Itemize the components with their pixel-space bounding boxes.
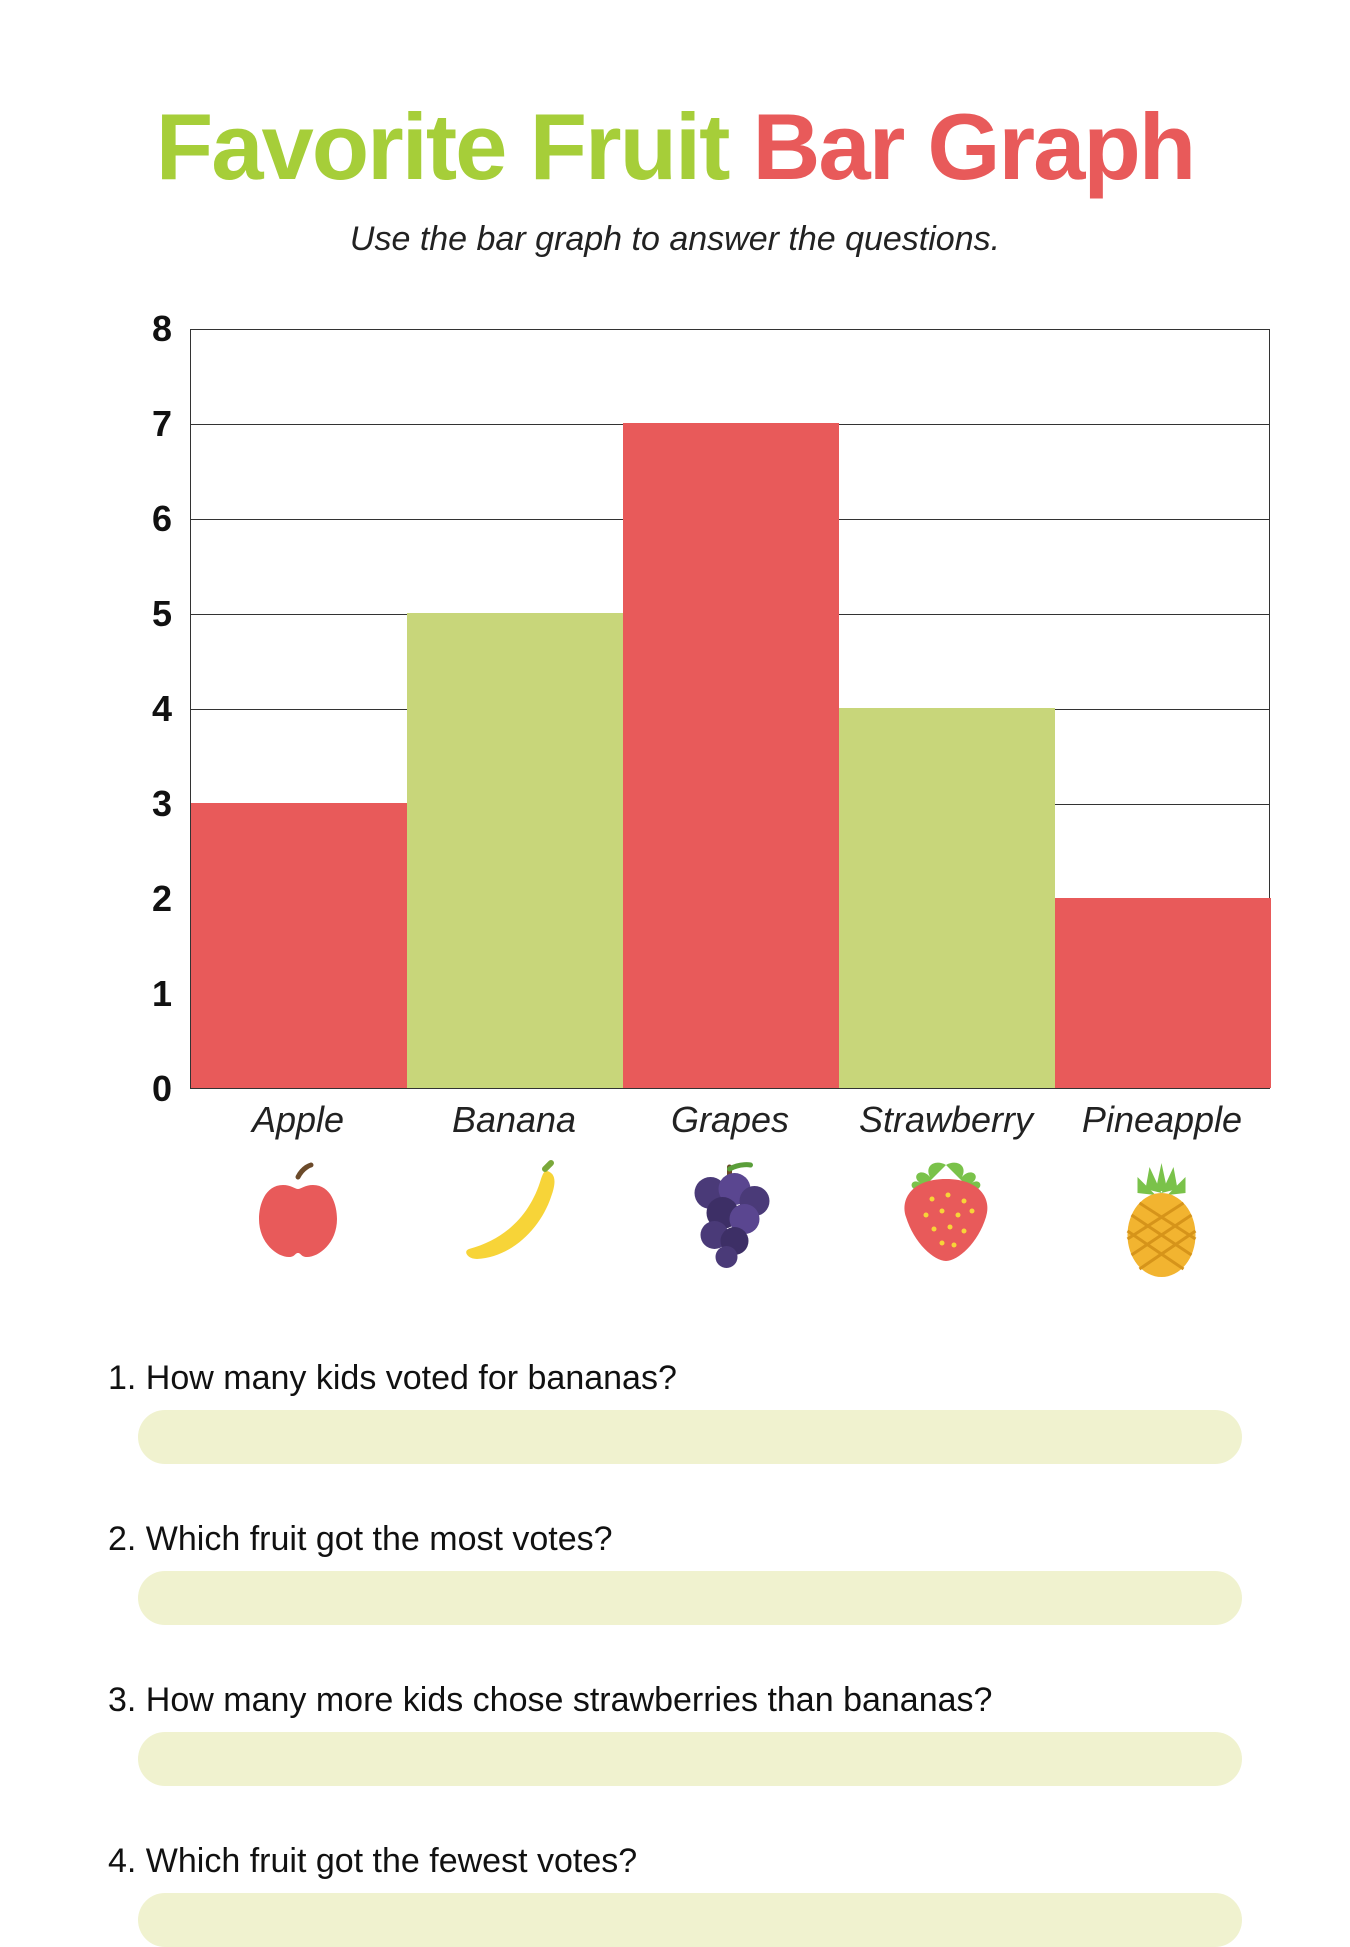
gridline (191, 329, 1269, 330)
question: 1. How many kids voted for bananas? (108, 1359, 1242, 1464)
y-tick-label: 3 (152, 783, 172, 825)
answer-blank[interactable] (138, 1571, 1242, 1625)
title-part-1: Favorite Fruit (156, 94, 753, 199)
y-tick-label: 8 (152, 308, 172, 350)
subtitle: Use the bar graph to answer the question… (80, 220, 1270, 259)
y-tick-label: 4 (152, 688, 172, 730)
x-label-apple: Apple (252, 1099, 344, 1141)
page-title: Favorite Fruit Bar Graph (80, 100, 1270, 194)
question-text: 1. How many kids voted for bananas? (108, 1359, 1242, 1398)
questions-section: 1. How many kids voted for bananas? 2. Wh… (80, 1359, 1270, 1947)
question-text: 2. Which fruit got the most votes? (108, 1520, 1242, 1559)
bar-strawberry (839, 708, 1055, 1088)
x-axis-labels: Apple Banana Grapes Strawberry Pineapple (190, 1099, 1270, 1159)
x-label-strawberry: Strawberry (859, 1099, 1033, 1141)
y-tick-label: 2 (152, 878, 172, 920)
answer-blank[interactable] (138, 1410, 1242, 1464)
x-label-pineapple: Pineapple (1082, 1099, 1242, 1141)
title-part-2: Bar Graph (753, 94, 1195, 199)
y-tick-label: 6 (152, 498, 172, 540)
apple-icon (253, 1159, 343, 1264)
bar-banana (407, 613, 623, 1088)
question: 2. Which fruit got the most votes? (108, 1520, 1242, 1625)
y-tick-label: 5 (152, 593, 172, 635)
question: 4. Which fruit got the fewest votes? (108, 1842, 1242, 1947)
banana-icon (459, 1159, 569, 1274)
question-text: 4. Which fruit got the fewest votes? (108, 1842, 1242, 1881)
y-tick-label: 7 (152, 403, 172, 445)
plot-area (190, 329, 1270, 1089)
bar-chart: 012345678 AppleBananaGrapesStrawberryPin… (120, 329, 1270, 1089)
pineapple-icon (1120, 1159, 1205, 1284)
question: 3. How many more kids chose strawberries… (108, 1681, 1242, 1786)
y-tick-label: 1 (152, 973, 172, 1015)
question-text: 3. How many more kids chose strawberries… (108, 1681, 1242, 1720)
y-tick-label: 0 (152, 1068, 172, 1110)
grapes-icon (683, 1159, 778, 1274)
answer-blank[interactable] (138, 1893, 1242, 1947)
x-label-banana: Banana (452, 1099, 576, 1141)
bar-pineapple (1055, 898, 1271, 1088)
strawberry-icon (896, 1159, 996, 1269)
category-icons-row (190, 1159, 1270, 1289)
answer-blank[interactable] (138, 1732, 1242, 1786)
y-axis: 012345678 (120, 329, 190, 1089)
worksheet-page: Favorite Fruit Bar Graph Use the bar gra… (0, 0, 1350, 1920)
x-label-grapes: Grapes (671, 1099, 789, 1141)
bar-grapes (623, 423, 839, 1088)
bar-apple (191, 803, 407, 1088)
